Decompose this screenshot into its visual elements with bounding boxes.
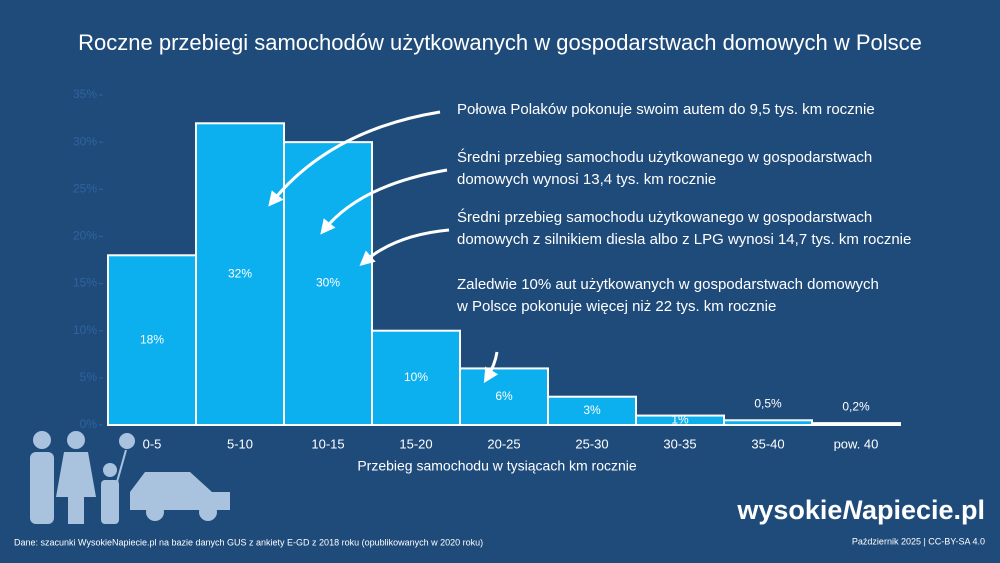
annotation: Zaledwie 10% aut użytkowanych w gospodar… <box>457 276 879 293</box>
data-label: 1% <box>671 412 689 426</box>
y-tick-label: 10% <box>73 323 97 337</box>
annotation: Średni przebieg samochodu użytkowanego w… <box>457 148 872 166</box>
chart-title: Roczne przebiegi samochodów użytkowanych… <box>78 30 922 55</box>
bar <box>459 367 549 426</box>
arrows <box>268 110 499 384</box>
x-tick-label: 0-5 <box>143 436 162 451</box>
data-label: 18% <box>140 332 164 346</box>
bar <box>195 122 285 427</box>
bar <box>547 395 637 427</box>
plot: 0% 5% 10% 15% 20% 25% 30% 35% 0-5 18% 5-10 32% 10-15… <box>73 87 901 451</box>
annotation: Połowa Polaków pokonuje swoim autem do 9… <box>457 101 875 118</box>
y-tick-label: 0% <box>80 417 98 431</box>
y-tick-label: 20% <box>73 229 97 243</box>
data-label: 10% <box>404 370 428 384</box>
x-tick-label: 5-10 <box>227 436 253 451</box>
annotation: w Polsce pokonuje więcej niż 22 tys. km … <box>456 298 776 315</box>
family-icon <box>30 431 230 524</box>
bar <box>107 254 197 426</box>
footer: Październik 2025 | CC-BY-SA 4.0 <box>852 536 985 546</box>
source: Dane: szacunki WysokieNapiecie.pl na baz… <box>14 537 483 547</box>
y-tick-label: 25% <box>73 181 97 195</box>
arrow <box>320 168 448 235</box>
data-label: 30% <box>316 276 340 290</box>
data-label: 6% <box>495 389 513 403</box>
x-tick-label: pow. 40 <box>834 436 879 451</box>
x-tick-label: 25-30 <box>575 436 608 451</box>
x-axis-label: Przebieg samochodu w tysiącach km roczni… <box>357 458 637 474</box>
y-tick-label: 35% <box>73 87 97 101</box>
data-label: 0,2% <box>842 399 870 413</box>
logo-part: N <box>842 495 862 525</box>
y-tick-label: 15% <box>73 276 97 290</box>
arrow <box>483 351 499 384</box>
x-tick-label: 20-25 <box>487 436 520 451</box>
x-tick-label: 10-15 <box>311 436 344 451</box>
bar <box>283 141 373 426</box>
annotation: domowych z silnikiem diesla albo z LPG w… <box>457 231 911 248</box>
x-tick-label: 15-20 <box>399 436 432 451</box>
bar <box>371 329 461 427</box>
logo-part: wysokie <box>736 495 842 525</box>
logo: wysokieNapiecie.pl <box>736 495 985 525</box>
y-tick-label: 5% <box>80 370 98 384</box>
arrow <box>359 228 450 266</box>
x-tick-label: 35-40 <box>751 436 784 451</box>
arrow <box>268 110 441 207</box>
data-label: 3% <box>583 403 601 417</box>
y-tick-label: 30% <box>73 134 97 148</box>
annotation: domowych wynosi 13,4 tys. km rocznie <box>457 171 716 188</box>
x-tick-label: 30-35 <box>663 436 696 451</box>
annotation: Średni przebieg samochodu użytkowanego w… <box>457 208 872 226</box>
data-label: 0,5% <box>754 396 782 410</box>
logo-part: apiecie.pl <box>862 495 985 525</box>
data-label: 32% <box>228 266 252 280</box>
